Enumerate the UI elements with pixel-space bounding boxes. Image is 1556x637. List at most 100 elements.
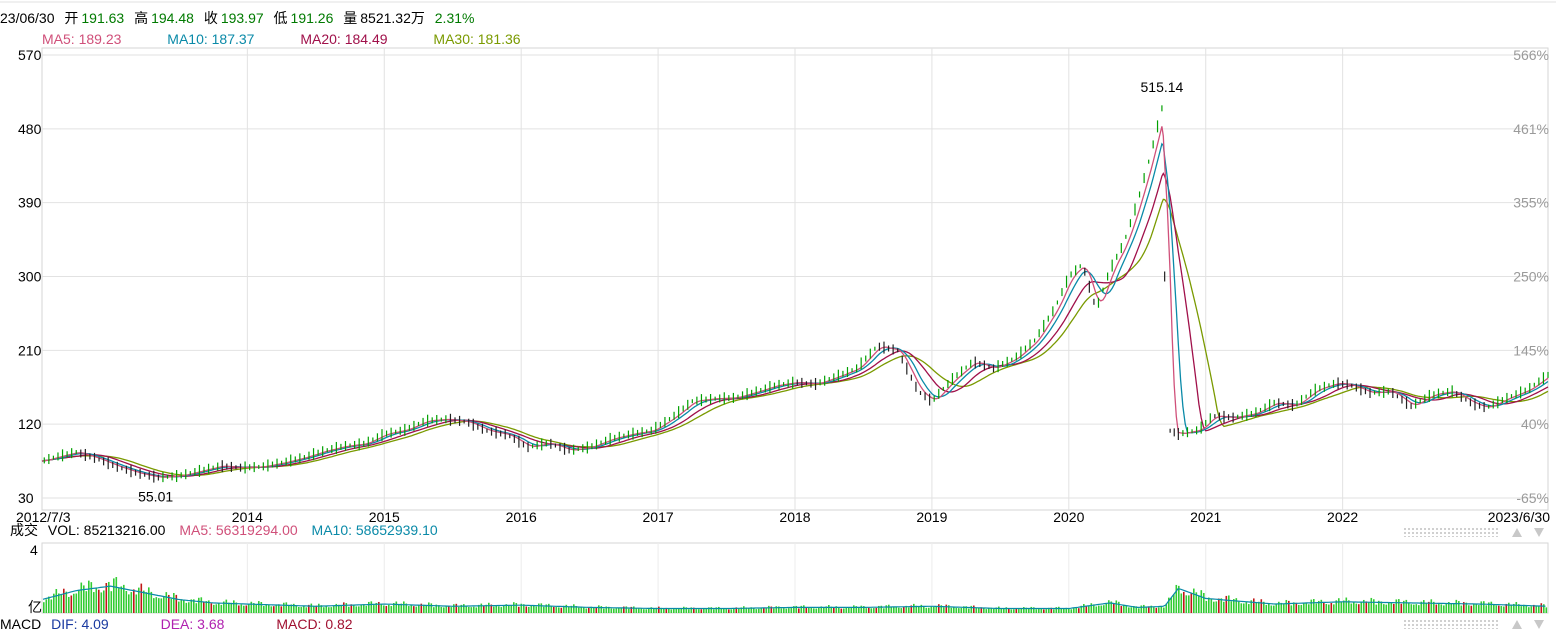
volume-bar [275,604,278,613]
volume-bar [308,604,310,613]
volume-bar [360,604,363,613]
volume-bar [448,605,450,613]
volume-bar [598,605,600,613]
volume-bar [475,607,478,613]
volume-scroll-control[interactable] [1402,527,1544,537]
volume-bar [998,606,1000,613]
volume-bar [668,608,670,613]
volume-scroll-track[interactable] [1402,527,1498,537]
volume-bar [678,608,680,613]
volume-scroll-down-icon[interactable] [1534,528,1544,537]
volume-bar [278,604,280,613]
volume-bar [785,608,788,613]
volume-bar [570,605,573,613]
volume-bar [363,604,365,613]
volume-bar [1058,606,1060,613]
volume-bar [183,600,185,613]
volume-bar [1248,604,1250,613]
volume-bar [1378,600,1380,613]
volume-bar [180,599,183,613]
volume-bar [1038,608,1040,613]
volume-scroll-up-icon[interactable] [1512,528,1522,537]
volume-bar [983,608,985,613]
volume-bar [810,607,813,613]
volume-bar [373,605,375,613]
volume-bar [375,602,378,613]
volume-bar [1003,608,1005,613]
volume-bar [63,588,65,613]
volume-bar [725,608,728,613]
volume-bar [1125,605,1128,613]
volume-bar [1448,601,1450,613]
volume-bar [688,609,690,613]
volume-bar [823,607,825,613]
quote-date: 23/06/30 [0,10,55,26]
volume-bar [140,583,143,613]
volume-bar [925,607,928,613]
volume-bar [1530,606,1533,613]
volume-bar [578,607,580,613]
volume-bar [1233,599,1235,613]
macd-scroll-control[interactable] [1402,619,1544,629]
volume-bar [1475,604,1478,613]
volume-legend: 成交 VOL: 85213216.00 MA5: 56319294.00 MA1… [10,522,444,538]
volume-bar [138,587,140,613]
volume-bar [583,607,585,613]
volume-bar [495,605,498,613]
volume-bar [83,585,85,613]
volume-bar [1210,598,1213,613]
volume-bar [100,592,103,613]
macd-dea: DEA: 3.68 [160,616,225,632]
volume-bar [985,609,988,613]
volume-bar [530,605,533,613]
volume-bar [250,601,253,613]
volume-bar [168,594,170,613]
volume-bar [1120,606,1123,613]
y-right-tick-label: 566% [1513,47,1549,63]
volume-bar [520,603,523,613]
volume-bar [508,605,510,613]
volume-bar [1190,592,1193,613]
volume-label: 成交 [10,522,38,538]
macd-scroll-track[interactable] [1402,619,1498,629]
volume-bar [365,605,368,613]
volume-bar [1048,607,1050,613]
volume-bar [958,608,960,613]
volume-bar [845,607,848,613]
volume-bar [840,608,843,613]
volume-bar [878,605,880,613]
volume-bar [273,606,275,613]
y-tick-label: 480 [18,121,42,137]
volume-bar [483,605,485,613]
y-tick-label: 30 [18,490,34,506]
volume-bar [1195,592,1198,613]
x-tick-label: 2012/7/3 [16,509,71,525]
volume-bar [560,607,563,613]
volume-bar [1410,604,1413,613]
volume-bar [1383,604,1385,613]
volume-bar [1173,594,1175,613]
macd-scroll-up-icon[interactable] [1512,620,1522,629]
macd-scroll-down-icon[interactable] [1534,620,1544,629]
ma20-legend: MA20: 184.49 [300,31,388,47]
volume-bar [868,607,870,613]
volume-bar [1060,608,1063,613]
close-value: 193.97 [220,10,264,26]
volume-bar [1185,595,1188,613]
volume-bar [78,589,80,613]
volume-bar [1368,602,1370,613]
volume-bar [290,604,293,613]
chart-grid [0,1,1556,614]
volume-bar [260,602,263,613]
volume-bar [628,608,630,613]
price-series [43,105,1549,483]
volume-bar [645,609,648,613]
volume-bar [118,588,120,613]
volume-bar [1425,603,1428,613]
volume-bar [1050,607,1053,613]
macd-legend: MACD DIF: 4.09 DEA: 3.68 MACD: 0.82 [0,616,359,632]
macd-value: MACD: 0.82 [276,616,353,632]
volume-bar [1028,608,1030,613]
volume-bar [515,603,518,613]
